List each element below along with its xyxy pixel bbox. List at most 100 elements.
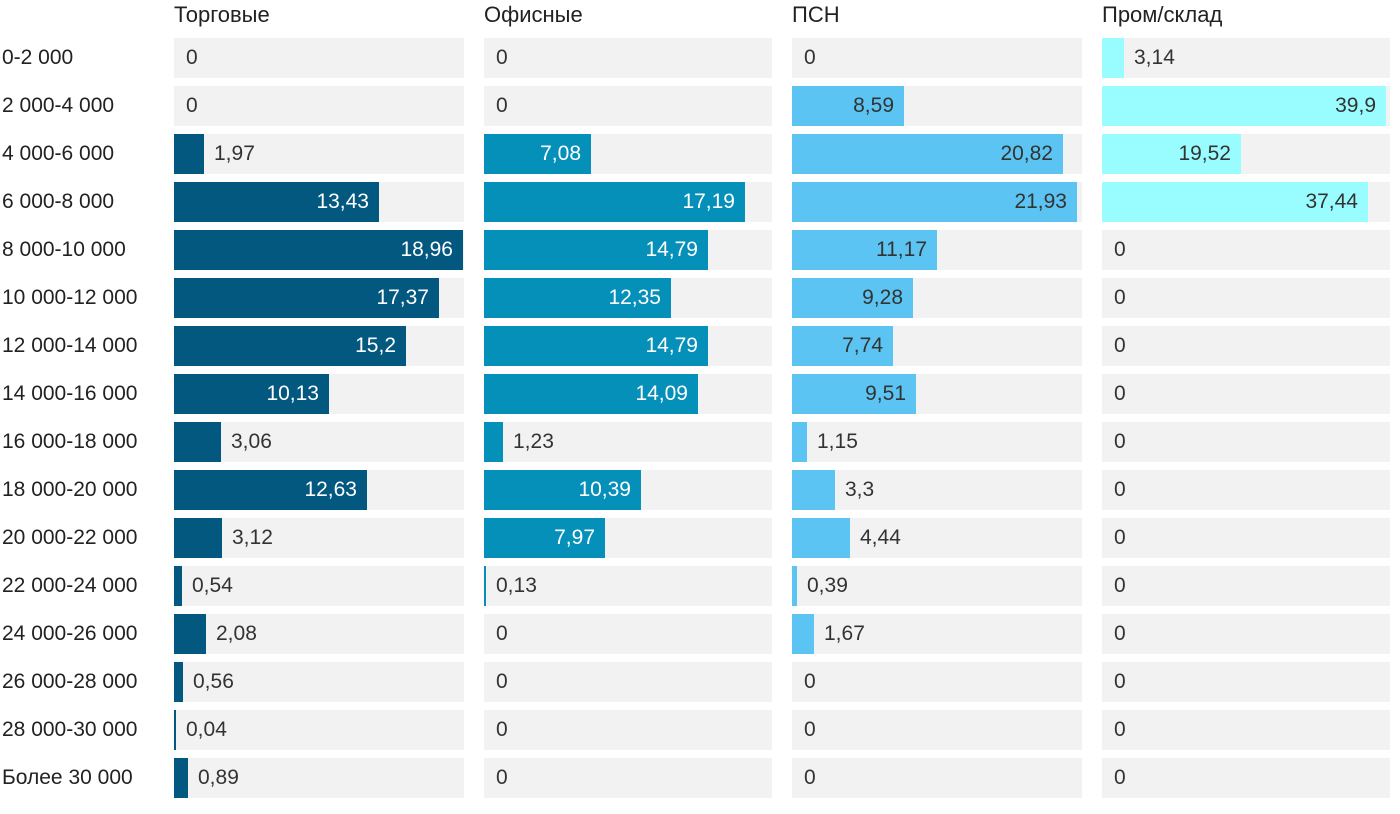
- data-label: 0: [1114, 718, 1126, 741]
- category-label: 20 000-22 000: [2, 526, 138, 549]
- data-label: 0: [186, 46, 198, 69]
- data-label: 12,35: [608, 286, 661, 309]
- data-label: 10,13: [266, 382, 319, 405]
- bar: [174, 470, 367, 510]
- bar-track: 0: [484, 614, 772, 654]
- bar-track: 18,96: [174, 230, 464, 270]
- bar-track: 1,67: [792, 614, 1082, 654]
- bar: [1102, 134, 1241, 174]
- bar-track: 21,93: [792, 182, 1082, 222]
- bar-track: 0: [1102, 230, 1390, 270]
- data-label: 1,23: [513, 430, 554, 453]
- data-label: 0: [1114, 622, 1126, 645]
- bar: [792, 374, 916, 414]
- bar: [1102, 182, 1368, 222]
- bar-track: 12,63: [174, 470, 464, 510]
- data-label: 0,89: [198, 766, 239, 789]
- bar: [484, 518, 605, 558]
- data-label: 0: [804, 766, 816, 789]
- bar-track: 7,97: [484, 518, 772, 558]
- panel-header-пром-склад: Пром/склад: [1102, 2, 1223, 27]
- data-label: 0,04: [186, 718, 227, 741]
- bar: [792, 614, 814, 654]
- data-label: 0: [496, 670, 508, 693]
- bar-track: 0: [174, 38, 464, 78]
- data-label: 21,93: [1014, 190, 1067, 213]
- data-label: 1,15: [817, 430, 858, 453]
- bar-track: 0: [792, 758, 1082, 798]
- bar-track: 11,17: [792, 230, 1082, 270]
- data-label: 39,9: [1335, 94, 1376, 117]
- data-label: 17,19: [682, 190, 735, 213]
- data-label: 0: [496, 46, 508, 69]
- category-label: 14 000-16 000: [2, 382, 138, 405]
- category-label: Более 30 000: [2, 766, 133, 789]
- bar: [484, 470, 641, 510]
- data-label: 13,43: [316, 190, 369, 213]
- category-label: 0-2 000: [2, 46, 74, 69]
- bar: [792, 134, 1063, 174]
- data-label: 10,39: [578, 478, 631, 501]
- category-label: 12 000-14 000: [2, 334, 138, 357]
- bar-track: 0: [1102, 758, 1390, 798]
- data-label: 0: [804, 670, 816, 693]
- data-label: 0: [496, 718, 508, 741]
- data-label: 37,44: [1305, 190, 1358, 213]
- data-label: 1,67: [824, 622, 865, 645]
- bar: [792, 230, 937, 270]
- bar-track: 10,13: [174, 374, 464, 414]
- bar-track: 0,04: [174, 710, 464, 750]
- bar-track: 14,79: [484, 230, 772, 270]
- bar-track: 0: [484, 86, 772, 126]
- data-label: 0,13: [496, 574, 537, 597]
- bar: [484, 278, 671, 318]
- bar-track: 1,97: [174, 134, 464, 174]
- data-label: 3,14: [1134, 46, 1175, 69]
- bar: [484, 230, 708, 270]
- data-label: 18,96: [400, 238, 453, 261]
- category-label: 22 000-24 000: [2, 574, 138, 597]
- bar-track: 0,89: [174, 758, 464, 798]
- data-label: 7,97: [554, 526, 595, 549]
- data-label: 7,08: [540, 142, 581, 165]
- panel-header-офисные: Офисные: [484, 2, 583, 27]
- category-label: 8 000-10 000: [2, 238, 126, 261]
- bar: [484, 374, 698, 414]
- bar: [792, 278, 913, 318]
- data-label: 0: [804, 46, 816, 69]
- bar-track: 3,06: [174, 422, 464, 462]
- data-label: 3,06: [231, 430, 272, 453]
- data-label: 9,51: [865, 382, 906, 405]
- bar-track: 3,12: [174, 518, 464, 558]
- bar: [1102, 86, 1386, 126]
- bar-track: 0: [1102, 374, 1390, 414]
- category-label: 10 000-12 000: [2, 286, 138, 309]
- bar-track: 0: [1102, 710, 1390, 750]
- bar-track: 19,52: [1102, 134, 1390, 174]
- bar-track: 0: [484, 38, 772, 78]
- bar-track: 0: [484, 758, 772, 798]
- bar-track: 8,59: [792, 86, 1082, 126]
- data-label: 0: [186, 94, 198, 117]
- bar: [174, 134, 204, 174]
- data-label: 0: [804, 718, 816, 741]
- data-label: 2,08: [216, 622, 257, 645]
- bar-track: 13,43: [174, 182, 464, 222]
- category-label: 26 000-28 000: [2, 670, 138, 693]
- bar-track: 1,15: [792, 422, 1082, 462]
- bar: [174, 278, 439, 318]
- bar-track: 0,54: [174, 566, 464, 606]
- category-label: 28 000-30 000: [2, 718, 138, 741]
- panel-header-торговые: Торговые: [174, 2, 270, 27]
- data-label: 0: [1114, 430, 1126, 453]
- bar: [174, 518, 222, 558]
- data-label: 3,3: [845, 478, 875, 501]
- data-label: 12,63: [304, 478, 357, 501]
- bar: [792, 566, 797, 606]
- data-label: 0: [496, 766, 508, 789]
- data-label: 0,54: [192, 574, 233, 597]
- data-label: 0,56: [193, 670, 234, 693]
- bar-track: 0: [1102, 662, 1390, 702]
- data-label: 0: [496, 94, 508, 117]
- bar-track: 0,56: [174, 662, 464, 702]
